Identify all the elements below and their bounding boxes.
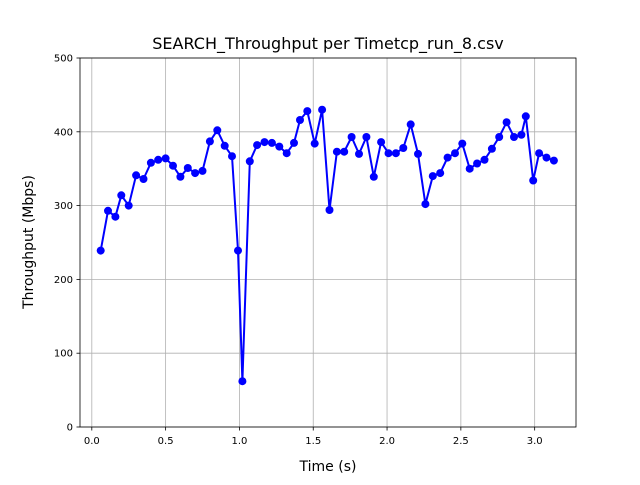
- data-point: [487, 144, 496, 153]
- y-tick-label: 100: [54, 349, 73, 360]
- data-point: [542, 153, 551, 162]
- data-point: [451, 149, 459, 158]
- data-point: [318, 105, 327, 114]
- data-point: [362, 133, 371, 141]
- data-point: [384, 149, 393, 158]
- data-point: [104, 206, 112, 215]
- data-point: [355, 149, 363, 158]
- x-axis-title: Time (s): [299, 459, 357, 475]
- y-tick-label: 500: [54, 54, 73, 65]
- data-point: [502, 118, 511, 127]
- plot-area-frame: [79, 57, 577, 428]
- data-point: [465, 164, 474, 173]
- data-point: [495, 133, 504, 141]
- data-point: [282, 149, 291, 158]
- data-point: [473, 159, 482, 168]
- data-point: [340, 147, 349, 156]
- data-point: [228, 152, 236, 161]
- data-point: [428, 172, 437, 181]
- x-tick-label: 0.5: [158, 436, 174, 447]
- y-tick-label: 0: [67, 423, 73, 434]
- data-point: [161, 154, 170, 163]
- x-tick-label: 0.0: [84, 436, 100, 447]
- data-point: [176, 172, 185, 181]
- data-point: [391, 149, 400, 158]
- data-point: [480, 155, 489, 164]
- data-point: [191, 169, 200, 178]
- data-point: [347, 133, 356, 141]
- chart-title: SEARCH_Throughput per Timetcp_run_8.csv: [152, 34, 504, 54]
- data-point: [332, 147, 341, 156]
- data-point: [96, 246, 105, 255]
- data-point: [290, 138, 298, 147]
- data-point: [399, 144, 408, 152]
- data-point: [213, 126, 222, 135]
- data-point: [275, 142, 284, 151]
- data-point: [510, 133, 518, 141]
- data-point: [205, 137, 214, 146]
- data-point: [132, 171, 141, 180]
- data-point: [377, 138, 386, 147]
- data-point: [169, 161, 177, 170]
- data-point: [220, 141, 229, 150]
- data-point: [436, 169, 445, 178]
- data-point: [124, 201, 133, 210]
- data-point: [414, 149, 422, 158]
- data-point: [117, 191, 126, 200]
- y-axis-title: Throughput (Mbps): [21, 175, 37, 310]
- data-point: [234, 246, 242, 255]
- data-point: [139, 175, 148, 183]
- data-point: [529, 176, 538, 185]
- data-point: [296, 116, 304, 124]
- data-point: [260, 138, 269, 147]
- data-point: [369, 172, 378, 181]
- data-point: [154, 155, 163, 164]
- x-tick-label: 1.5: [305, 436, 321, 447]
- data-point: [310, 139, 319, 148]
- data-point: [521, 112, 530, 121]
- data-point: [406, 120, 415, 129]
- series-line: [99, 108, 555, 383]
- x-tick-label: 2.5: [453, 436, 469, 447]
- data-point: [517, 130, 526, 139]
- data-point: [458, 139, 467, 148]
- y-tick-label: 400: [54, 127, 73, 138]
- series-layer: [96, 105, 558, 386]
- data-point: [183, 164, 192, 172]
- data-point: [111, 212, 120, 221]
- data-point: [421, 200, 430, 209]
- data-point: [245, 157, 254, 166]
- data-point: [267, 138, 276, 147]
- axis-ticks: 0.0 0.5 1.0 1.5 2.0 2.5 3.0 0 100 200 300 400 500: [54, 54, 543, 448]
- x-tick-label: 2.0: [379, 436, 395, 447]
- data-point: [443, 153, 452, 162]
- y-tick-label: 300: [54, 201, 73, 212]
- data-point: [253, 141, 262, 150]
- y-tick-label: 200: [54, 275, 73, 286]
- data-point: [535, 149, 544, 158]
- x-tick-label: 1.0: [231, 436, 247, 447]
- data-point: [325, 206, 334, 214]
- data-point: [303, 107, 312, 116]
- x-tick-label: 3.0: [527, 436, 543, 447]
- data-point: [549, 156, 558, 165]
- data-point: [238, 377, 247, 386]
- data-point: [146, 158, 155, 167]
- data-point: [198, 166, 207, 175]
